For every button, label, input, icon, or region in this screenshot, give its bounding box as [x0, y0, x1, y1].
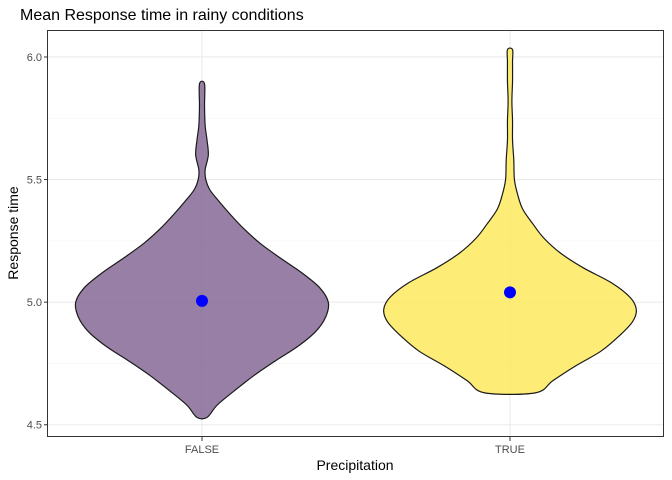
- y-tick-label: 6.0: [27, 52, 42, 64]
- plot-panel-border: [47, 30, 664, 437]
- x-tick-label: TRUE: [495, 444, 525, 456]
- y-tick-label: 4.5: [27, 420, 42, 432]
- y-tick-label: 5.0: [27, 297, 42, 309]
- x-axis: FALSE TRUE: [185, 437, 525, 456]
- mean-point-true: [504, 286, 516, 299]
- mean-points: [196, 286, 516, 307]
- y-tick-label: 5.5: [27, 175, 42, 187]
- chart-title: Mean Response time in rainy conditions: [20, 7, 304, 24]
- violin-false: [74, 80, 330, 420]
- x-axis-title: Precipitation: [316, 457, 393, 473]
- violins: [74, 47, 637, 420]
- violin-true: [383, 47, 637, 395]
- mean-point-false: [196, 294, 208, 307]
- y-axis: 4.5 5.0 5.5 6.0: [27, 52, 48, 432]
- grid-lines: [48, 30, 664, 437]
- y-axis-title: Response time: [5, 186, 21, 280]
- x-tick-label: FALSE: [185, 444, 219, 456]
